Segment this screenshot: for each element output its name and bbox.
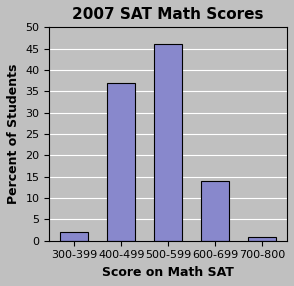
Y-axis label: Percent of Students: Percent of Students (7, 64, 20, 204)
Bar (107, 83, 135, 241)
Bar (201, 181, 229, 241)
Bar (154, 44, 182, 241)
Title: 2007 SAT Math Scores: 2007 SAT Math Scores (72, 7, 264, 22)
X-axis label: Score on Math SAT: Score on Math SAT (102, 266, 234, 279)
Bar (248, 237, 276, 241)
Bar (60, 232, 88, 241)
